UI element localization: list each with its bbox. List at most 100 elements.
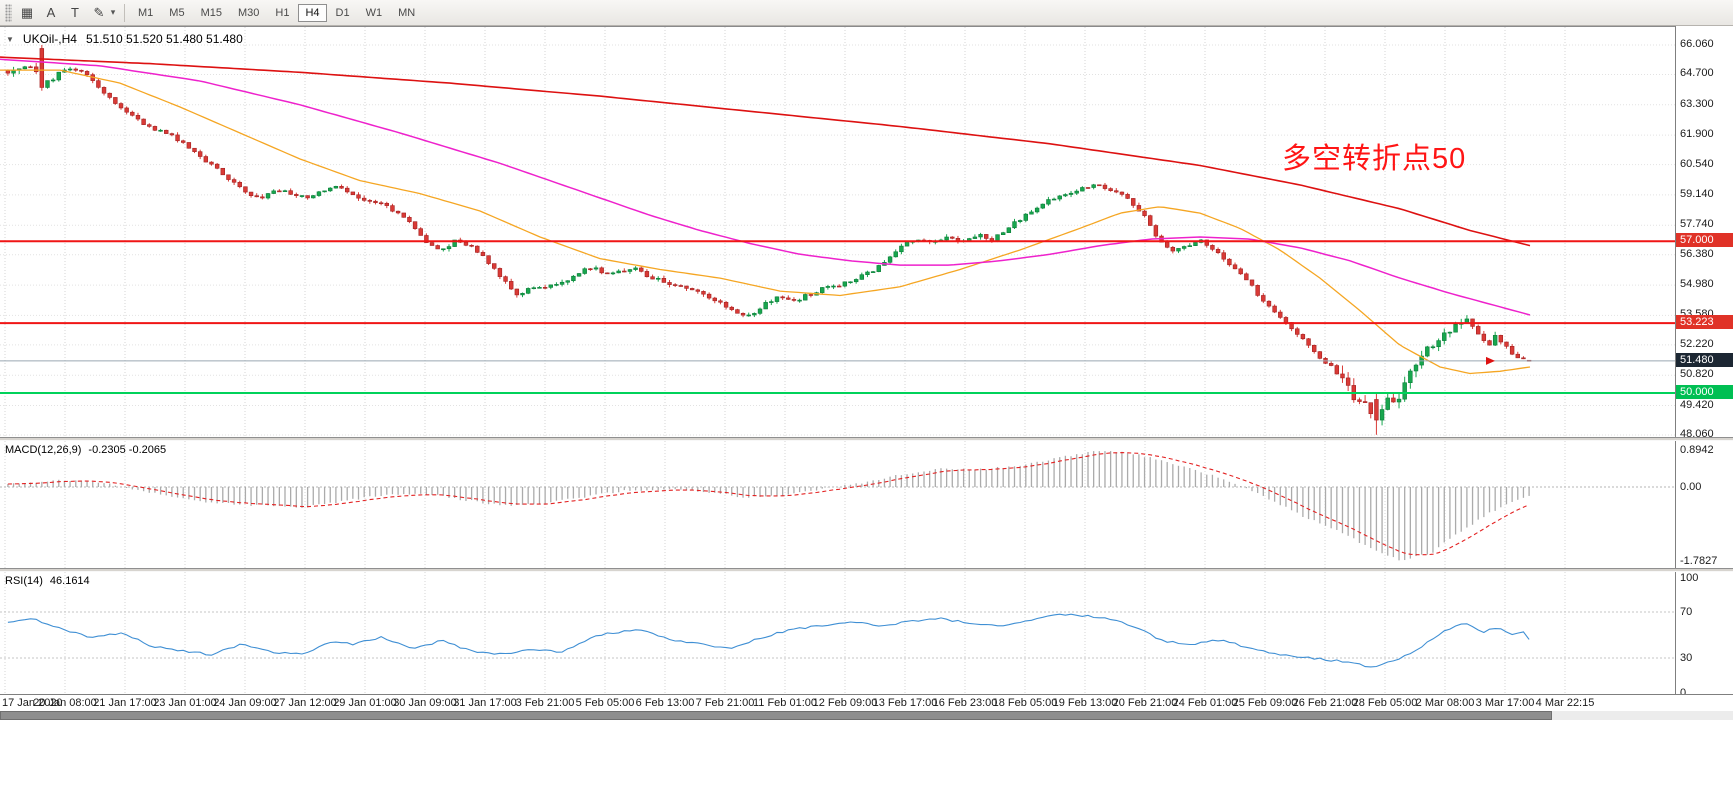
macd-axis-label: 0.8942 xyxy=(1680,443,1714,456)
toolbar-tools: ▦ A T ✎ ▾ xyxy=(15,3,119,23)
ohlc-values: 51.510 51.520 51.480 51.480 xyxy=(85,32,243,46)
rsi-axis-label: 30 xyxy=(1680,652,1693,664)
price-axis-label: 61.900 xyxy=(1680,128,1714,141)
time-axis-label: 20 Jan 08:00 xyxy=(33,697,97,709)
time-axis-label: 16 Feb 23:00 xyxy=(932,697,998,709)
time-axis-label: 29 Jan 01:00 xyxy=(333,697,397,709)
time-axis-label: 19 Feb 13:00 xyxy=(1052,697,1118,709)
rsi-axis-label: 100 xyxy=(1680,571,1699,584)
time-axis-label: 27 Jan 12:00 xyxy=(273,697,337,709)
time-axis-label: 24 Feb 01:00 xyxy=(1172,697,1238,709)
dropdown-arrow-icon[interactable]: ▾ xyxy=(110,7,116,17)
timeframe-m5-button[interactable]: M5 xyxy=(169,6,185,19)
rsi-header: RSI(14) 46.1614 xyxy=(5,575,90,587)
time-axis-label: 4 Mar 22:15 xyxy=(1535,697,1595,709)
chart-header: ▼ UKOil-,H4 51.510 51.520 51.480 51.480 xyxy=(6,32,243,46)
macd-label: MACD(12,26,9) xyxy=(5,444,82,456)
price-axis-column[interactable]: 66.060 64.700 63.300 61.900 60.540 59.140 57.7… xyxy=(1675,26,1733,699)
time-axis[interactable]: 17 Jan 2020 20 Jan 08:00 21 Jan 17:00 23 Ja… xyxy=(0,694,1733,711)
price-grid xyxy=(0,27,1675,437)
time-axis-label: 5 Feb 05:00 xyxy=(575,697,635,709)
text-t-icon[interactable]: T xyxy=(71,5,79,20)
time-axis-label: 23 Jan 01:00 xyxy=(153,697,217,709)
price-tag: 51.480 xyxy=(1676,352,1733,367)
price-axis-label: 63.300 xyxy=(1680,97,1714,110)
macd-axis-label: -1.7827 xyxy=(1680,554,1718,567)
horizontal-scrollbar[interactable] xyxy=(0,711,1733,720)
toolbar-separator xyxy=(124,3,125,22)
price-axis-label: 52.220 xyxy=(1680,337,1714,350)
timeframe-m1-button[interactable]: M1 xyxy=(138,6,154,19)
time-axis-label: 6 Feb 13:00 xyxy=(635,697,695,709)
timeframe-d1-button[interactable]: D1 xyxy=(335,6,350,19)
rsi-value: 46.1614 xyxy=(49,575,90,587)
ma-slow-red xyxy=(0,56,1531,247)
time-axis-label: 2 Mar 08:00 xyxy=(1415,697,1475,709)
time-axis-label: 26 Feb 21:00 xyxy=(1292,697,1358,709)
candlestick-chart[interactable] xyxy=(0,27,1675,437)
price-tag: 50.000 xyxy=(1676,384,1733,399)
price-axis-label: 64.700 xyxy=(1680,67,1714,80)
price-axis-label: 59.140 xyxy=(1680,187,1714,200)
chart-window-icon[interactable]: ▦ xyxy=(20,4,34,20)
time-axis-label: 13 Feb 17:00 xyxy=(872,697,938,709)
draw-cursor-icon[interactable]: ✎ xyxy=(93,4,105,20)
time-axis-label: 28 Feb 05:00 xyxy=(1352,697,1418,709)
font-a-icon[interactable]: A xyxy=(46,5,56,20)
timeframe-m15-button[interactable]: M15 xyxy=(200,6,222,19)
price-tag: 57.000 xyxy=(1676,233,1733,248)
time-axis-label: 3 Feb 21:00 xyxy=(515,697,575,709)
price-axis-label: 66.060 xyxy=(1680,38,1714,50)
timeframe-m30-button[interactable]: M30 xyxy=(237,6,260,19)
panel-splitter[interactable] xyxy=(0,437,1733,441)
time-axis-label: 24 Jan 09:00 xyxy=(213,697,277,709)
price-axis-label: 56.380 xyxy=(1680,247,1714,260)
ma-mid-magenta xyxy=(0,58,1531,316)
rsi-chart[interactable] xyxy=(0,572,1675,694)
time-axis-label: 17 Jan 2020 xyxy=(2,697,63,709)
timeframe-h1-button[interactable]: H1 xyxy=(275,6,290,19)
macd-indicator-panel[interactable]: MACD(12,26,9) -0.2305 -0.2065 xyxy=(0,441,1675,568)
chart-annotation: 多空转折点50 xyxy=(1282,143,1467,175)
rsi-indicator-panel[interactable]: RSI(14) 46.1614 xyxy=(0,572,1675,694)
macd-header: MACD(12,26,9) -0.2305 -0.2065 xyxy=(5,444,166,456)
price-chart-panel[interactable]: ▼ UKOil-,H4 51.510 51.520 51.480 51.480 … xyxy=(0,26,1675,437)
price-axis-label: 57.740 xyxy=(1680,218,1714,231)
macd-axis-label: 0.00 xyxy=(1680,481,1702,493)
candles xyxy=(5,45,1532,435)
rsi-line xyxy=(7,613,1530,668)
timeframe-w1-button[interactable]: W1 xyxy=(365,6,383,19)
price-axis-label: 54.980 xyxy=(1680,278,1714,291)
price-axis-label: 50.820 xyxy=(1680,368,1714,381)
symbol-timeframe-label: UKOil-,H4 xyxy=(22,32,77,46)
last-price-arrow xyxy=(1486,356,1495,365)
ma-fast-orange xyxy=(0,69,1531,375)
time-axis-label: 21 Jan 17:00 xyxy=(93,697,157,709)
toolbar: ▦ A T ✎ ▾ M1 M5 M15 M30 H1 H4 D1 W1 MN xyxy=(0,0,1733,26)
toolbar-grip[interactable] xyxy=(5,3,12,22)
time-axis-label: 25 Feb 09:00 xyxy=(1232,697,1298,709)
macd-signal-line xyxy=(7,452,1530,556)
timeframe-mn-button[interactable]: MN xyxy=(398,6,416,19)
macd-values: -0.2305 -0.2065 xyxy=(88,444,167,456)
moving-averages xyxy=(0,56,1531,375)
time-axis-label: 11 Feb 01:00 xyxy=(752,697,818,709)
price-axis-label: 60.540 xyxy=(1680,157,1714,170)
rsi-axis-label: 70 xyxy=(1680,606,1693,618)
price-tag: 53.223 xyxy=(1676,315,1733,330)
chart-dropdown-icon[interactable]: ▼ xyxy=(6,34,14,44)
time-axis-label: 18 Feb 05:00 xyxy=(992,697,1058,709)
rsi-axis-label: 0 xyxy=(1680,686,1687,699)
macd-chart[interactable] xyxy=(0,441,1675,568)
time-axis-label: 7 Feb 21:00 xyxy=(695,697,755,709)
scrollbar-thumb[interactable] xyxy=(0,711,1552,720)
time-axis-label: 30 Jan 09:00 xyxy=(393,697,457,709)
time-axis-label: 20 Feb 21:00 xyxy=(1112,697,1178,709)
horizontal-lines xyxy=(0,240,1675,394)
time-axis-label: 31 Jan 17:00 xyxy=(453,697,517,709)
panel-splitter[interactable] xyxy=(0,568,1733,572)
price-axis-label: 49.420 xyxy=(1680,398,1714,411)
timeframe-h4-button[interactable]: H4 xyxy=(298,3,327,22)
timeframe-toolbar: M1 M5 M15 M30 H1 H4 D1 W1 MN xyxy=(130,3,423,22)
